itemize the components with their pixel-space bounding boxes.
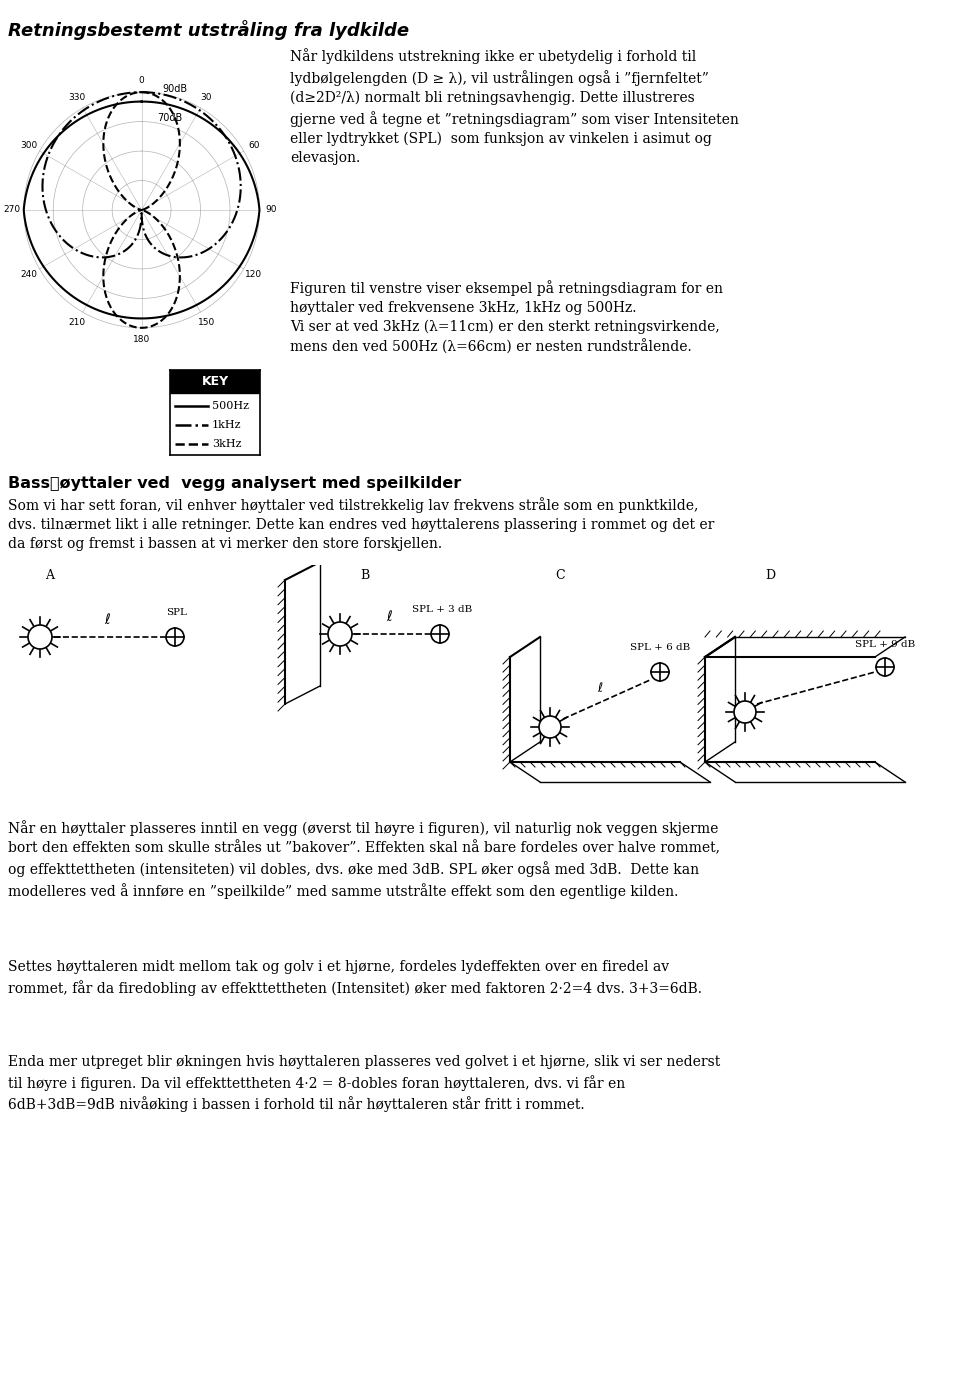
Text: $\ell$: $\ell$ [104,613,111,626]
Circle shape [28,625,52,649]
Bar [170,371,260,393]
Circle shape [539,716,561,739]
Text: 90dB: 90dB [162,83,187,94]
Text: 70dB: 70dB [157,112,182,123]
Text: 240: 240 [21,270,37,279]
Text: SPL + 9 dB: SPL + 9 dB [854,640,915,649]
Text: Bassหøyttaler ved  vegg analysert med speilkilder: Bassหøyttaler ved vegg analysert med spe… [8,476,461,491]
Text: C: C [555,568,564,582]
Text: Figuren til venstre viser eksempel på retningsdiagram for en
høyttaler ved frekv: Figuren til venstre viser eksempel på re… [290,279,723,355]
Text: Som vi har sett foran, vil enhver høyttaler ved tilstrekkelig lav frekvens strål: Som vi har sett foran, vil enhver høytta… [8,496,714,550]
Circle shape [328,622,352,646]
Text: B: B [360,568,370,582]
Text: 0: 0 [139,76,144,84]
Text: Når en høyttaler plasseres inntil en vegg (øverst til høyre i figuren), vil natu: Når en høyttaler plasseres inntil en veg… [8,820,720,899]
Text: 3kHz: 3kHz [212,438,242,449]
Text: 180: 180 [133,335,150,344]
Text: SPL: SPL [167,609,187,617]
Text: 90: 90 [266,206,277,214]
Text: 500Hz: 500Hz [212,401,249,411]
Text: Settes høyttaleren midt mellom tak og golv i et hjørne, fordeles lydeffekten ove: Settes høyttaleren midt mellom tak og go… [8,960,702,996]
Text: 300: 300 [21,141,38,149]
Text: A: A [45,568,55,582]
Text: D: D [765,568,775,582]
Text: 330: 330 [68,93,85,102]
Text: 60: 60 [248,141,259,149]
Text: 210: 210 [68,318,85,326]
Text: SPL + 6 dB: SPL + 6 dB [630,643,690,651]
Text: KEY: KEY [202,375,228,389]
Text: 120: 120 [246,270,262,279]
Text: 1kHz: 1kHz [212,420,242,430]
Text: $\ell$: $\ell$ [387,609,394,624]
Text: 150: 150 [198,318,215,326]
Text: $\ell$: $\ell$ [597,680,603,694]
Text: Når lydkildens utstrekning ikke er ubetydelig i forhold til
lydbølgelengden (D ≥: Når lydkildens utstrekning ikke er ubety… [290,48,739,165]
Text: Enda mer utpreget blir økningen hvis høyttaleren plasseres ved golvet i et hjørn: Enda mer utpreget blir økningen hvis høy… [8,1055,720,1112]
Circle shape [734,701,756,723]
Text: 30: 30 [201,93,212,102]
Text: 270: 270 [4,206,20,214]
Text: Retningsbestemt utstråling fra lydkilde: Retningsbestemt utstråling fra lydkilde [8,19,409,40]
Text: SPL + 3 dB: SPL + 3 dB [412,604,472,614]
